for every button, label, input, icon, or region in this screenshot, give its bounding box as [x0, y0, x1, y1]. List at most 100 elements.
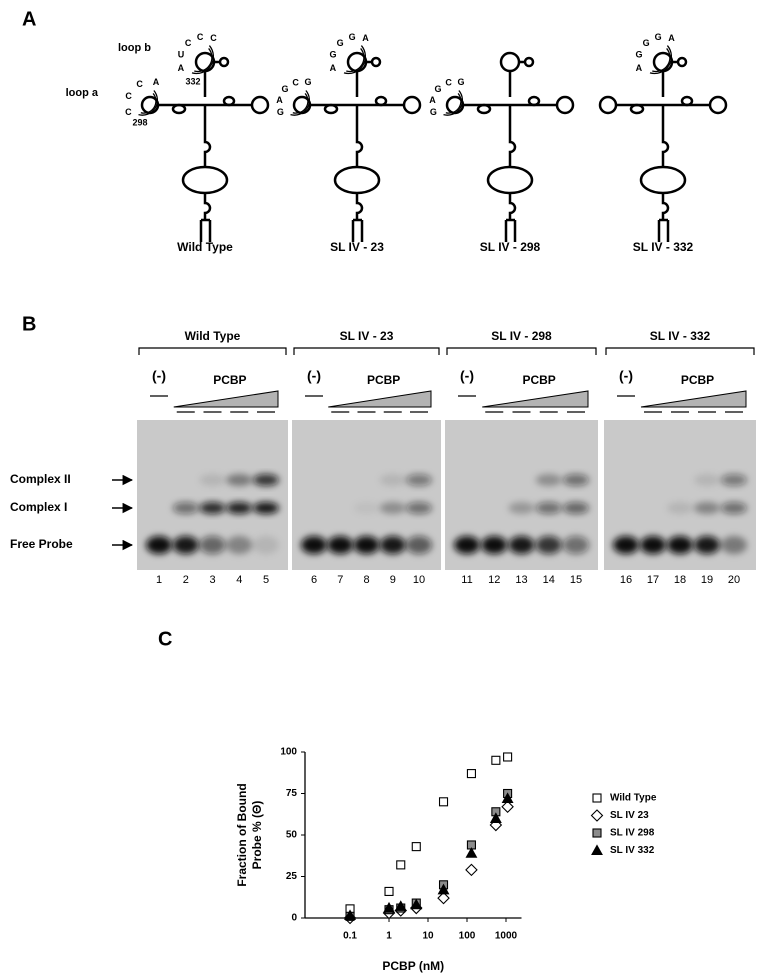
panel-label: C [158, 628, 172, 650]
lane-number: 12 [488, 574, 500, 586]
data-point [383, 901, 395, 913]
hairpin-loop [676, 56, 688, 68]
data-point [466, 769, 476, 779]
bulge [476, 103, 492, 115]
group-bracket [138, 347, 287, 355]
gel-band [721, 474, 747, 486]
gel-band [613, 536, 639, 554]
bulge [629, 103, 645, 115]
hairpin-loop [523, 56, 535, 68]
lane-number: 16 [620, 574, 632, 586]
gel-band [454, 536, 480, 554]
data-point [411, 842, 421, 852]
y-tick-label: 100 [280, 747, 297, 758]
bulge [323, 103, 339, 115]
legend-marker [592, 793, 602, 803]
nucleotide: G [655, 32, 662, 42]
data-point [465, 847, 478, 858]
x-tick-label: 0.1 [343, 931, 357, 942]
gel-band [253, 536, 279, 554]
loop-arc [292, 92, 309, 114]
data-point [501, 792, 514, 804]
lane-number: 14 [543, 574, 555, 586]
gel-band [301, 536, 327, 554]
nucleotide: G [457, 77, 464, 87]
bulge [527, 95, 541, 107]
gel-band [667, 536, 693, 554]
legend-label: Wild Type [610, 793, 657, 804]
loop-arc [346, 48, 365, 73]
gel-band [481, 536, 508, 554]
lane-number: 13 [515, 574, 527, 586]
gel-band [146, 536, 172, 554]
hairpin-loop [402, 95, 422, 115]
control-label: (-) [460, 368, 474, 384]
data-point [503, 752, 513, 762]
rna-diagram [598, 45, 728, 242]
hairpin-loop [218, 56, 230, 68]
group-label: SL IV - 332 [650, 329, 711, 343]
data-point [465, 863, 478, 877]
rna-diagram [138, 45, 270, 242]
hairpin-loop [370, 56, 382, 68]
lane-number: 18 [674, 574, 686, 586]
data-point [344, 909, 356, 921]
y-tick-label: 0 [291, 913, 297, 924]
hairpin-loop [555, 95, 575, 115]
data-point [437, 891, 450, 905]
gel-band [327, 536, 354, 554]
diagram-label: Wild Type [177, 240, 233, 254]
nucleotide: C [197, 32, 204, 42]
panel-label: B [22, 313, 36, 335]
gel-band [199, 536, 226, 554]
legend-label: SL IV 23 [610, 810, 649, 821]
gel-band [640, 536, 666, 554]
data-point [384, 886, 394, 896]
hairpin-loop [708, 95, 728, 115]
gel-band [406, 536, 432, 554]
group-bracket [605, 347, 755, 355]
control-label: (-) [152, 368, 166, 384]
data-point [396, 860, 406, 870]
bulge [222, 95, 236, 107]
data-point [437, 883, 450, 895]
nucleotide: G [635, 49, 642, 59]
concentration-wedge [173, 390, 279, 408]
treatment-label: PCBP [367, 373, 400, 387]
gel-band [172, 502, 199, 514]
rna-stroke [355, 105, 364, 167]
rna-diagram [290, 45, 422, 242]
lane-number: 8 [363, 574, 369, 586]
nucleotide: A [153, 77, 160, 87]
loop-arc [343, 45, 366, 75]
concentration-wedge [328, 390, 432, 408]
gel-band [226, 502, 253, 514]
x-tick-label: 100 [459, 931, 476, 942]
nucleotide: A [636, 63, 643, 73]
bulge [171, 103, 187, 115]
data-point [501, 800, 514, 814]
nucleotide: A [276, 95, 283, 105]
gel-band [353, 502, 380, 514]
rna-stroke [199, 193, 212, 242]
panel-label: A [22, 8, 36, 30]
group-label: Wild Type [185, 329, 241, 343]
data-point [491, 755, 501, 765]
gel-band [721, 502, 747, 514]
legend-marker [591, 844, 603, 856]
control-label: (-) [619, 368, 633, 384]
lane-number: 3 [209, 574, 215, 586]
gel-band [508, 502, 535, 514]
loop-arc [138, 90, 159, 116]
nucleotide-position: 298 [132, 117, 147, 127]
lane-number: 6 [311, 574, 317, 586]
concentration-wedge [640, 390, 747, 408]
gel-band [353, 536, 380, 554]
gel-band [253, 502, 279, 514]
group-label: SL IV - 23 [340, 329, 394, 343]
gel-band [406, 474, 432, 486]
gel-band [667, 502, 693, 514]
internal-loop [639, 165, 687, 195]
nucleotide: C [210, 33, 217, 43]
